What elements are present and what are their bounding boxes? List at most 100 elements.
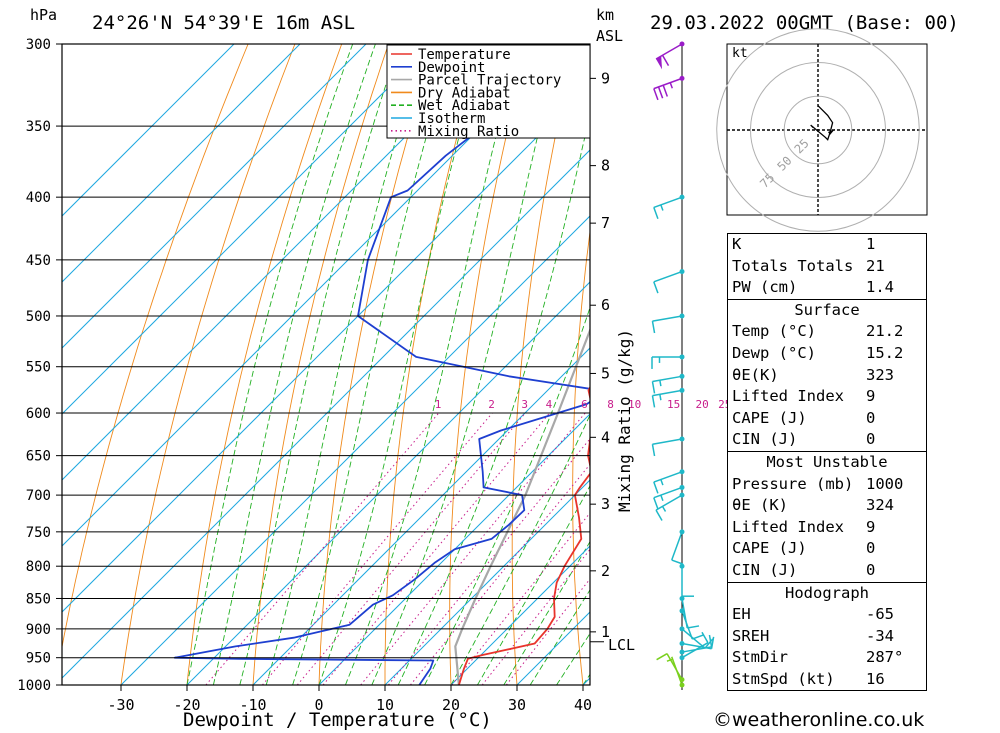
temperature-tick-label: 40 [574, 696, 592, 714]
dewpoint-line [173, 44, 590, 685]
isotherm-line [62, 44, 565, 547]
pressure-tick-label: 300 [26, 37, 51, 53]
wind-barb-staff [653, 486, 683, 499]
mixing-ratio-label: 1 [435, 398, 442, 411]
index-value: 0 [866, 430, 876, 449]
wet-adiabat-line [292, 44, 454, 685]
index-value: 9 [866, 387, 876, 406]
wind-barb-staff [652, 375, 683, 383]
wind-barb-staff [681, 598, 688, 629]
index-value: 21.2 [866, 322, 904, 341]
index-row: StmSpd (kt) 16 [728, 669, 926, 691]
index-row: StmDir 287° [728, 647, 926, 669]
index-value: -65 [866, 605, 894, 624]
mixing-ratio-labels: 1 2 3 4 6 8 10 15 20 25 [435, 398, 732, 411]
wind-barb-flag [653, 497, 659, 510]
wind-barb-flag [653, 207, 659, 219]
general-indices: K 1 Totals Totals 21 PW (cm) 1.4 [727, 233, 927, 299]
isotherm-line [62, 44, 499, 481]
isotherm-line [62, 44, 367, 349]
mixing-ratio-label: 20 [695, 398, 708, 411]
temperature-tick-label: -20 [173, 696, 200, 714]
mixing-ratio-label: 8 [607, 398, 614, 411]
dry-adiabat-line [511, 44, 577, 685]
surface-indices: Surface Temp (°C) 21.2 Dewp (°C) 15.2 θE(K) 32… [727, 298, 927, 451]
isotherm-line [120, 215, 590, 685]
wind-barb [651, 387, 685, 408]
index-label: Totals Totals [732, 256, 854, 275]
wind-barb-flag [655, 509, 663, 521]
pressure-tick-label: 800 [26, 559, 51, 575]
wind-barb-flag [653, 281, 659, 294]
wind-barb-half-flag [659, 380, 662, 387]
index-row: Pressure (mb) 1000 [728, 474, 926, 496]
temperature-tick-label: 20 [442, 696, 460, 714]
wind-barb-half-flag [660, 204, 664, 211]
legend-entry-label: Mixing Ratio [418, 124, 519, 140]
wind-barb-flag [704, 638, 714, 649]
wind-barb [651, 354, 685, 369]
hodograph-unit-label: kt [732, 46, 748, 61]
wind-barb [655, 41, 685, 70]
isotherm-line [62, 44, 433, 415]
wind-barb-staff [653, 471, 683, 483]
index-row: EH -65 [728, 604, 926, 626]
index-value: 1 [866, 235, 876, 253]
wind-barb [656, 653, 685, 683]
wet-adiabat-line [450, 413, 590, 685]
index-row: CIN (J) 0 [728, 560, 926, 582]
section-title: Hodograph [785, 583, 869, 602]
temperature-tick-label: 0 [314, 696, 323, 714]
wind-barb-flag [651, 395, 656, 408]
wind-barb [679, 608, 704, 640]
temperature-tick-label: -10 [239, 696, 266, 714]
temperature-tick-label: -30 [107, 696, 134, 714]
index-label: K [732, 235, 742, 253]
legend-entry-label: Temperature [418, 47, 511, 63]
index-value: 0 [866, 560, 876, 579]
isotherm-line [62, 83, 590, 613]
index-value: 15.2 [866, 343, 904, 362]
wind-barb-half-flag [659, 394, 662, 401]
index-label: Pressure (mb) [732, 474, 854, 493]
wind-barb [651, 436, 685, 457]
index-label: θE(K) [732, 365, 779, 384]
wind-barb-pennant [656, 56, 663, 70]
index-row: PW (cm) 1.4 [728, 277, 926, 299]
wind-barb-half-flag [660, 479, 664, 486]
wind-barb-flag [671, 559, 684, 565]
legend-entry-label: Wet Adiabat [418, 98, 511, 114]
dewpoint-profile [173, 44, 590, 685]
km-tick-label: 2 [601, 562, 610, 580]
index-label: EH [732, 605, 751, 624]
index-value: 1.4 [866, 278, 894, 297]
mixing-ratio-label: 4 [546, 398, 553, 411]
wind-barb-staff [666, 653, 683, 681]
wind-barb-flag [692, 634, 704, 640]
index-label: Temp (°C) [732, 322, 816, 341]
isotherm-line [252, 347, 590, 685]
wind-barbs [651, 41, 715, 688]
km-tick-label: 4 [601, 428, 610, 446]
wind-barb-half-flag [669, 82, 674, 89]
wind-barb [651, 373, 685, 394]
index-label: CIN (J) [732, 430, 798, 449]
pressure-tick-label: 350 [26, 119, 51, 135]
pressure-tick-label: 450 [26, 253, 51, 269]
km-tick-label: 7 [601, 214, 610, 232]
dry-adiabat-line [997, 44, 1000, 685]
wind-barb-flag [701, 631, 709, 644]
wet-adiabat-line [397, 112, 590, 685]
index-value: 324 [866, 496, 894, 515]
temperature-axis-ticks: -30 -20 -10 0 10 20 30 40 [107, 685, 592, 714]
index-row: θE (K) 324 [728, 495, 926, 517]
temperature-line [458, 385, 590, 685]
wind-barb [679, 636, 715, 650]
index-value: -34 [866, 626, 894, 645]
isotherm-line [62, 44, 235, 217]
section-title: Surface [794, 300, 860, 319]
wind-barb-staff [655, 494, 683, 511]
